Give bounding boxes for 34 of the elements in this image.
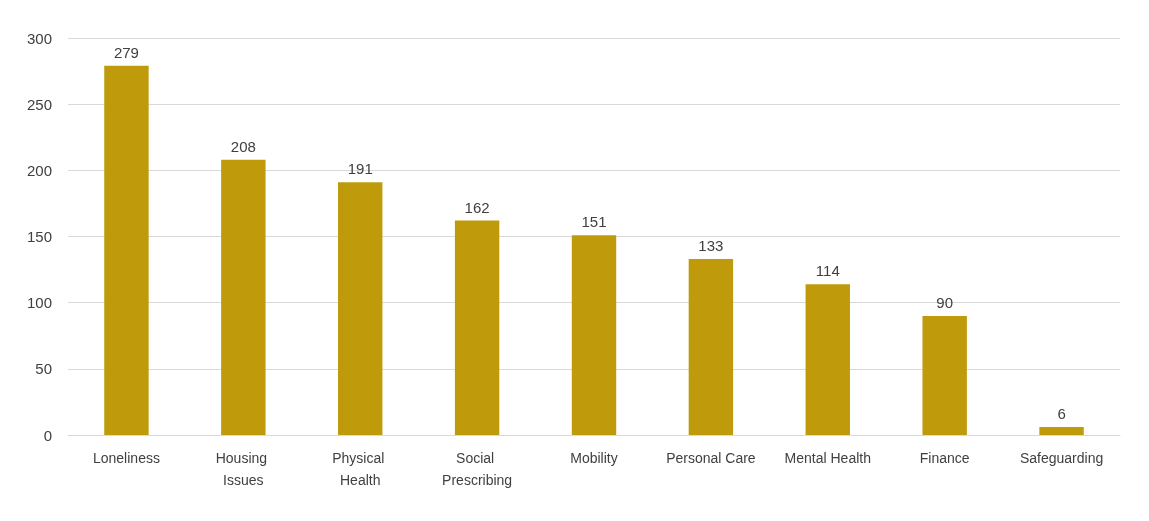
- data-label: 208: [230, 137, 256, 155]
- y-tick-label: 250: [26, 95, 52, 113]
- x-tick-label: Housing Issues: [215, 450, 271, 488]
- data-label: 162: [464, 198, 490, 216]
- bar: [922, 315, 967, 435]
- data-label: 90: [936, 293, 954, 311]
- data-label: 279: [113, 43, 139, 61]
- data-label: 191: [347, 160, 373, 178]
- bar: [104, 65, 149, 435]
- data-label: 151: [581, 213, 607, 231]
- bar: [221, 159, 266, 435]
- y-tick-label: 0: [43, 426, 52, 444]
- y-tick-label: 300: [26, 29, 52, 47]
- bar: [805, 284, 850, 435]
- bar: [338, 182, 383, 435]
- bar: [1039, 427, 1084, 435]
- x-tick-label: Loneliness: [92, 450, 160, 466]
- bar: [454, 220, 500, 435]
- y-tick-label: 50: [35, 360, 52, 378]
- bar: [571, 235, 617, 435]
- y-tick-label: 150: [26, 228, 52, 245]
- x-tick-label: Mobility: [570, 450, 618, 466]
- x-tick-label: Safeguarding: [1019, 450, 1104, 466]
- x-tick-label: Physical Health: [332, 450, 389, 488]
- data-label: 114: [815, 262, 840, 280]
- x-tick-label: Mental Health: [784, 450, 871, 466]
- y-tick-label: 200: [26, 161, 52, 179]
- x-tick-label: Personal Care: [666, 450, 756, 466]
- data-label: 6: [1057, 405, 1066, 423]
- x-tick-label: Finance: [919, 450, 970, 466]
- data-label: 133: [698, 237, 724, 254]
- y-tick-label: 100: [26, 294, 52, 312]
- x-tick-label: Social Prescribing: [442, 450, 513, 488]
- bar: [688, 259, 734, 435]
